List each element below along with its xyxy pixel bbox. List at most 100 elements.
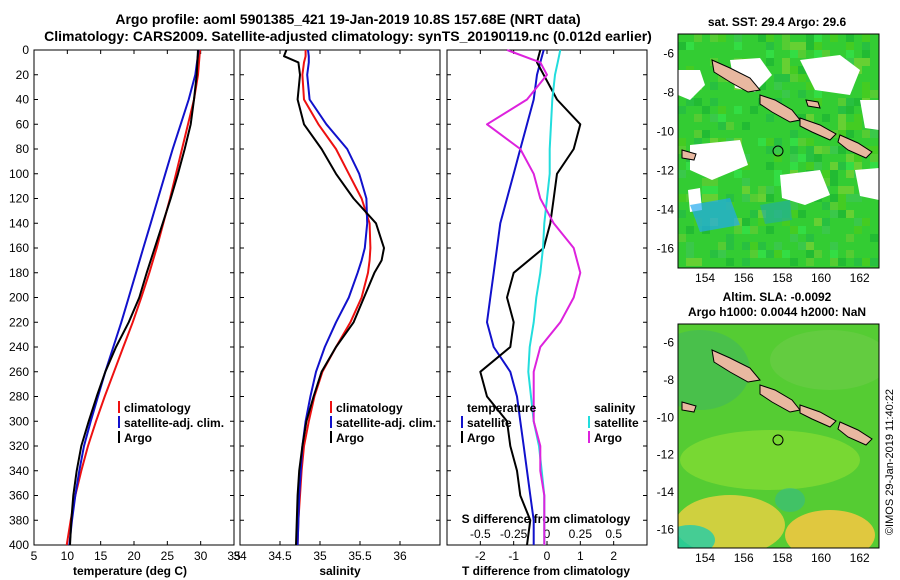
legend-label-climatology: climatology [336, 401, 403, 415]
sst-map-cell [870, 146, 878, 154]
sst-map-cell [846, 250, 854, 258]
sst-map-cell [862, 218, 870, 226]
y-tick-label: 100 [9, 167, 29, 181]
sst-map-cell [830, 258, 838, 266]
sla-map-title-line2: Argo h1000: 0.0044 h2000: NaN [688, 305, 866, 319]
sst-map-cell [830, 202, 838, 210]
sst-map-cell [790, 162, 798, 170]
sst-map-cell [766, 58, 774, 66]
difference-line-2 [527, 49, 562, 545]
sst-map-cell [718, 250, 726, 258]
difference-axes-frame [446, 49, 648, 546]
sst-map-cell [830, 210, 838, 218]
sst-map-cell [702, 178, 710, 186]
sst-map-cell [742, 194, 750, 202]
sst-map-cell [710, 34, 718, 42]
legend-label-temp-satellite: satellite [467, 416, 512, 430]
temperature-x-tick-label: 15 [94, 549, 108, 563]
sst-map-cell [862, 130, 870, 138]
y-tick-label: 240 [9, 340, 29, 354]
sla-map-y-tick-label: -16 [657, 522, 675, 536]
sst-map-cell [678, 170, 686, 178]
sst-map-cell [862, 90, 870, 98]
sst-map-cell [798, 74, 806, 82]
temperature-x-tick-label: 5 [31, 549, 38, 563]
sst-map-cell [758, 82, 766, 90]
sla-map-x-tick-label: 162 [850, 551, 870, 565]
sst-map-cell [846, 210, 854, 218]
sst-map-cell [822, 202, 830, 210]
sst-map-cell [758, 138, 766, 146]
sst-map-cell [870, 258, 878, 266]
difference-x-tick-label: 0 [544, 549, 551, 563]
legend-label-sal-argo: Argo [594, 431, 622, 445]
sst-map-cell [678, 194, 686, 202]
sst-map-cell [806, 242, 814, 250]
difference-x-tick-label: -1 [508, 549, 519, 563]
sst-map-cell [694, 138, 702, 146]
sst-nodata-patch [800, 55, 860, 95]
sst-map-cell [798, 138, 806, 146]
sst-map-cell [686, 250, 694, 258]
difference-s-tick-label: 0.25 [569, 527, 593, 541]
salinity-x-tick-label: 35 [313, 549, 327, 563]
sst-map-title: sat. SST: 29.4 Argo: 29.6 [708, 15, 847, 29]
salinity-legend: climatology satellite-adj. clim. Argo [330, 401, 436, 445]
sst-map-cell [758, 250, 766, 258]
sst-map-cell [790, 50, 798, 58]
sst-map-y-tick-label: -14 [657, 203, 675, 217]
sst-map-cell [742, 178, 750, 186]
sst-map-cell [678, 106, 686, 114]
difference-legend: temperature satellite Argo salinity sate… [461, 401, 639, 445]
legend-label-temp-argo: Argo [467, 431, 495, 445]
sst-map-cell [870, 162, 878, 170]
y-tick-label: 120 [9, 192, 29, 206]
sst-map-cell [830, 170, 838, 178]
sst-map-cell [766, 138, 774, 146]
legend-title-temperature: temperature [467, 401, 537, 415]
legend-label-satellite: satellite-adj. clim. [336, 416, 436, 430]
sst-map-cell [678, 42, 686, 50]
sst-map-cell [750, 194, 758, 202]
sst-map-cell [846, 130, 854, 138]
y-tick-label: 140 [9, 216, 29, 230]
difference-s-tick-label: -0.5 [470, 527, 491, 541]
sst-map-cell [830, 178, 838, 186]
y-tick-label: 300 [9, 414, 29, 428]
sst-map-x-tick-label: 162 [850, 271, 870, 285]
sst-map-cell [758, 34, 766, 42]
salinity-line-0 [296, 50, 372, 546]
sst-map-cell [862, 34, 870, 42]
sst-map-cell [694, 34, 702, 42]
salinity-x-tick-label: 34 [233, 549, 247, 563]
sst-map-cell [774, 154, 782, 162]
sst-map-cell [806, 162, 814, 170]
sst-map-y-tick-label: -16 [657, 242, 675, 256]
sst-map-cell [766, 226, 774, 234]
sst-map-y-tick-label: -8 [663, 86, 674, 100]
sst-map-cell [742, 162, 750, 170]
sst-map-cell [822, 226, 830, 234]
sst-map-cell [758, 186, 766, 194]
sst-map-cell [702, 186, 710, 194]
temperature-axes-frame [33, 49, 235, 546]
sst-map-cell [862, 50, 870, 58]
temperature-x-tick-label: 10 [61, 549, 75, 563]
sst-map-cell [846, 106, 854, 114]
sst-map-cell [774, 138, 782, 146]
sst-map-cell [830, 242, 838, 250]
sst-map-cell [686, 226, 694, 234]
sst-map-cell [798, 50, 806, 58]
legend-label-satellite: satellite-adj. clim. [124, 416, 224, 430]
sst-map-cell [798, 242, 806, 250]
sst-map-cell [854, 122, 862, 130]
sst-map-cell [774, 146, 782, 154]
sst-nodata-patch [860, 100, 879, 130]
sst-nodata-patch [855, 168, 879, 200]
legend-label-sal-satellite: satellite [594, 416, 639, 430]
sst-map-cell [702, 106, 710, 114]
sla-map-blob [775, 488, 805, 512]
sst-map-cell [790, 66, 798, 74]
sst-map-cell [742, 258, 750, 266]
sst-map-cell [710, 194, 718, 202]
